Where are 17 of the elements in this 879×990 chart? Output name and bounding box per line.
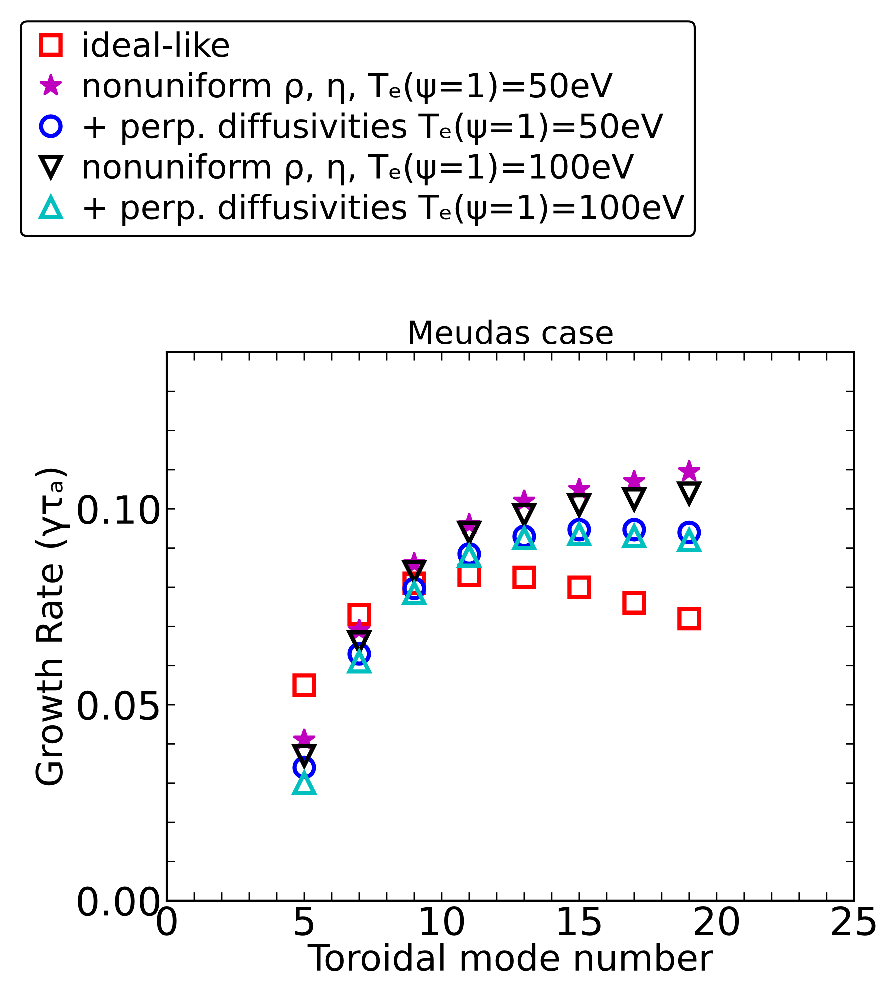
legend-label: + perp. diffusivities Tₑ(ψ=1)=50eV	[84, 112, 664, 146]
x-tick-label: 15	[558, 906, 601, 936]
x-tick-label: 5	[295, 906, 314, 936]
x-tick-label: 20	[695, 906, 740, 936]
x-tick-label: 10	[421, 906, 464, 936]
y-tick-label: 0.10	[78, 495, 160, 524]
x-tick-label: 0	[157, 906, 177, 936]
x-tick-label: 25	[832, 906, 876, 936]
legend-label: + perp. diffusivities Tₑ(ψ=1)=100eV	[84, 194, 685, 226]
chart-title: Meudas case	[410, 320, 613, 345]
y-tick-label: 0.00	[78, 886, 160, 916]
x-axis-title: Toroidal mode number	[308, 943, 714, 972]
y-axis-title: Growth Rate (γτₐ)	[35, 468, 70, 786]
legend-label: ideal-like	[84, 32, 230, 58]
y-tick-label: 0.05	[78, 690, 159, 720]
legend-label: nonuniform ρ, η, Tₑ(ψ=1)=50eV	[84, 72, 613, 104]
legend-label: nonuniform ρ, η, Tₑ(ψ=1)=100eV	[84, 153, 634, 186]
